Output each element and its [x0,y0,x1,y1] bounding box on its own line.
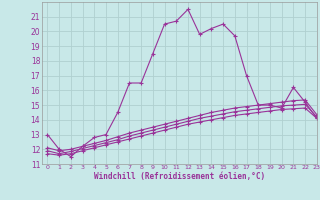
X-axis label: Windchill (Refroidissement éolien,°C): Windchill (Refroidissement éolien,°C) [94,172,265,181]
